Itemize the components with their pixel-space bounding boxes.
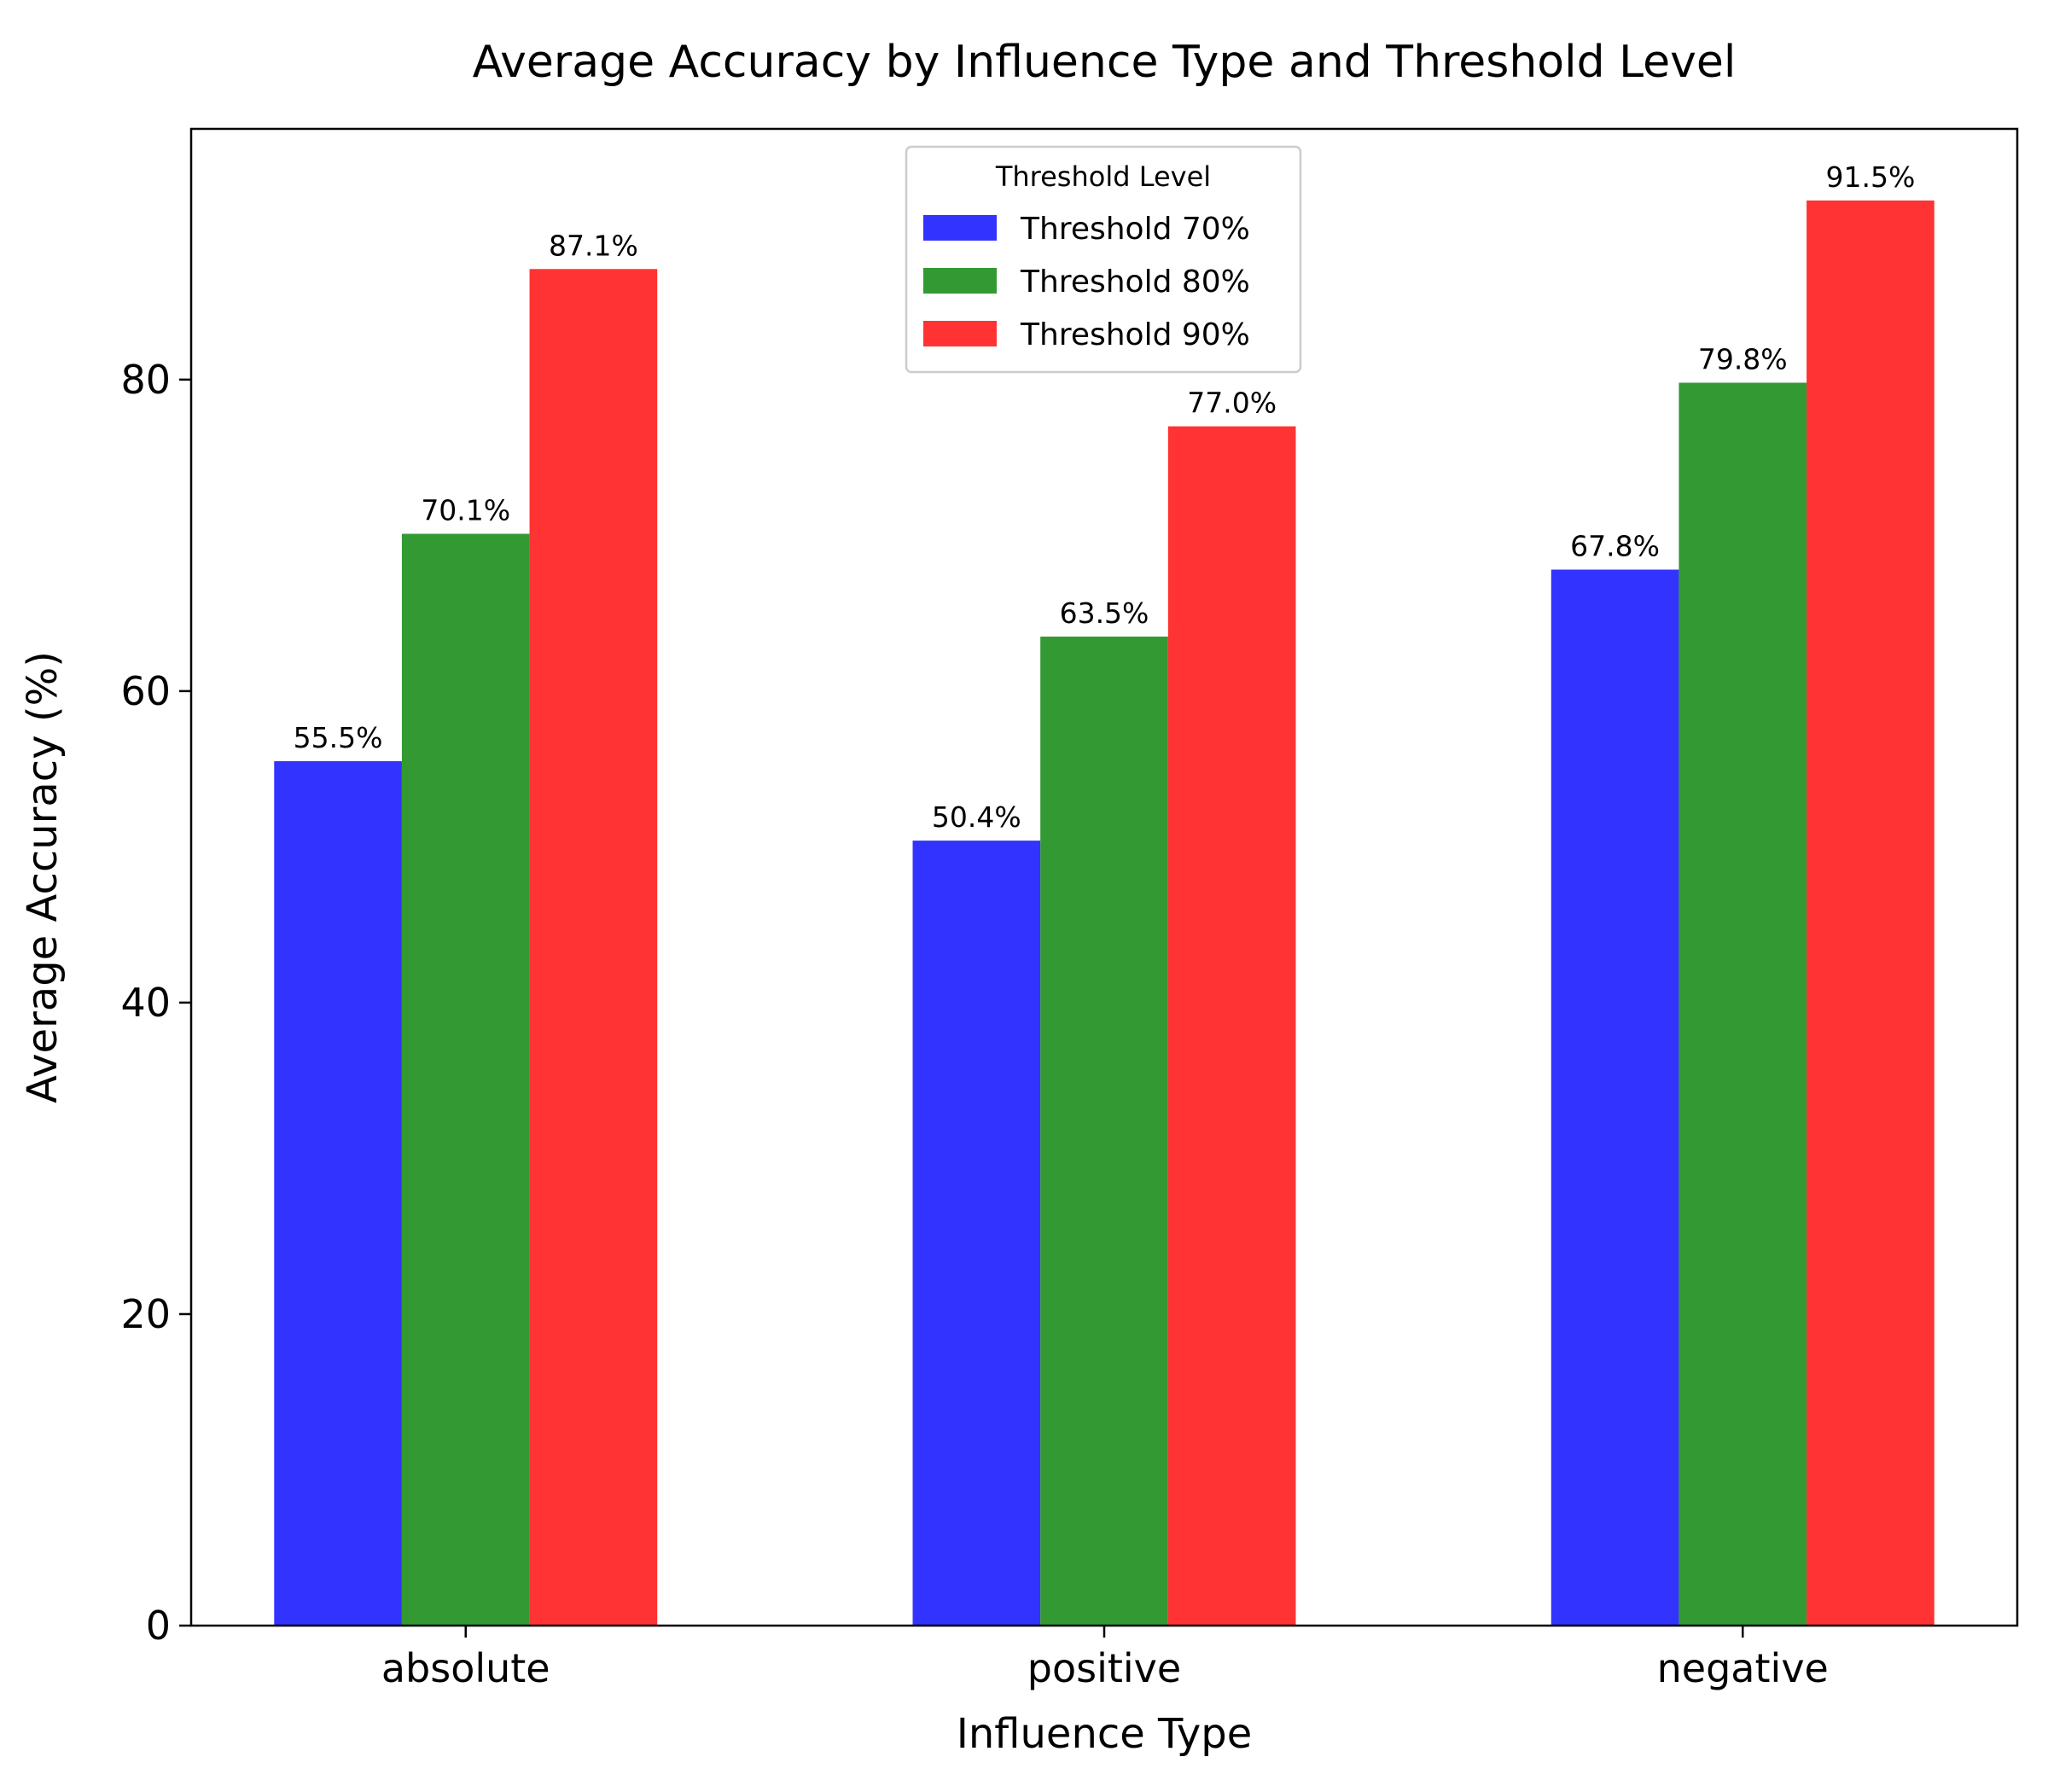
legend-swatch xyxy=(923,321,997,346)
x-tick-label: negative xyxy=(1657,1645,1829,1691)
y-tick-label: 20 xyxy=(120,1291,171,1337)
bar-negative-threshold-80- xyxy=(1679,382,1807,1626)
y-tick-label: 80 xyxy=(120,357,171,403)
y-tick-label: 40 xyxy=(120,980,171,1026)
legend: Threshold Level Threshold 70% Threshold 80… xyxy=(905,145,1302,374)
axes-layer: 0 20 40 60 80 absolute positive negative xyxy=(120,127,2019,1691)
legend-title: Threshold Level xyxy=(995,160,1211,193)
bar-negative-threshold-70- xyxy=(1551,569,1679,1626)
x-tick-label: absolute xyxy=(381,1645,550,1691)
chart-title: Average Accuracy by Influence Type and T… xyxy=(473,37,1737,88)
bar-absolute-threshold-70- xyxy=(274,761,402,1626)
bar-absolute-threshold-90- xyxy=(529,269,658,1626)
bar-value-label: 87.1% xyxy=(549,229,638,262)
bar-value-label: 50.4% xyxy=(932,800,1021,834)
bar-value-label: 67.8% xyxy=(1570,530,1660,563)
bar-positive-threshold-70- xyxy=(912,841,1041,1626)
bar-value-label: 91.5% xyxy=(1825,160,1915,194)
bar-value-label: 70.1% xyxy=(421,494,510,527)
legend-swatch xyxy=(923,268,997,294)
bar-negative-threshold-90- xyxy=(1807,200,1935,1626)
bar-value-label: 63.5% xyxy=(1060,596,1149,630)
legend-entry-label: Threshold 70% xyxy=(1020,212,1250,247)
bars-layer: 55.5% 70.1% 87.1% 50.4% 63.5% 77.0% 67.8% 79.8%… xyxy=(274,160,1935,1626)
legend-box xyxy=(905,145,1302,374)
bar-value-label: 77.0% xyxy=(1187,387,1277,420)
x-tick-label: positive xyxy=(1027,1645,1181,1691)
bar-positive-threshold-90- xyxy=(1167,426,1296,1626)
bar-absolute-threshold-80- xyxy=(401,533,530,1626)
y-tick-label: 60 xyxy=(120,668,171,714)
y-axis-label: Average Accuracy (%) xyxy=(19,651,67,1103)
bar-value-label: 55.5% xyxy=(294,721,383,754)
bar-positive-threshold-80- xyxy=(1040,637,1168,1626)
legend-entry-label: Threshold 80% xyxy=(1020,265,1250,300)
bar-value-label: 79.8% xyxy=(1698,343,1788,376)
legend-swatch xyxy=(923,215,997,241)
y-tick-label: 0 xyxy=(146,1603,171,1649)
legend-entry-label: Threshold 90% xyxy=(1020,317,1250,352)
x-axis-label: Influence Type xyxy=(957,1710,1253,1758)
